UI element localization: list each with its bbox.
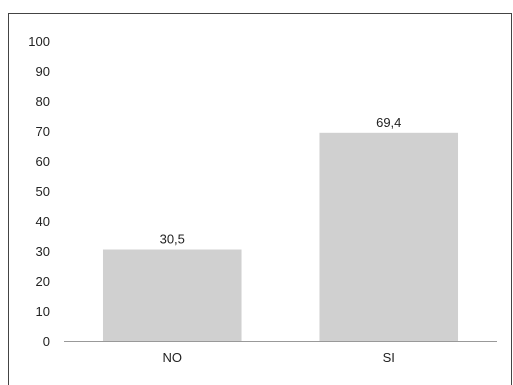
y-tick-label-0: 0 — [43, 334, 50, 349]
bar-no — [102, 249, 242, 341]
y-tick-label-10: 10 — [36, 304, 50, 319]
y-tick-label-40: 40 — [36, 214, 50, 229]
y-tick-label-30: 30 — [36, 244, 50, 259]
category-label-si: SI — [383, 350, 395, 365]
value-label-si: 69,4 — [376, 115, 401, 130]
value-labels: 30,5 69,4 — [160, 115, 402, 247]
bar-si — [319, 132, 459, 341]
y-tick-label-50: 50 — [36, 184, 50, 199]
y-tick-label-60: 60 — [36, 154, 50, 169]
y-tick-label-20: 20 — [36, 274, 50, 289]
y-tick-label-80: 80 — [36, 94, 50, 109]
y-axis-ticks: 0 10 20 30 40 50 60 70 80 90 100 — [28, 34, 50, 349]
y-tick-label-90: 90 — [36, 64, 50, 79]
y-tick-label-100: 100 — [28, 34, 50, 49]
y-tick-label-70: 70 — [36, 124, 50, 139]
value-label-no: 30,5 — [160, 232, 185, 247]
chart-frame — [8, 13, 512, 385]
category-label-no: NO — [163, 350, 183, 365]
x-axis-ticks: NO SI — [163, 350, 395, 365]
bars — [102, 132, 459, 341]
